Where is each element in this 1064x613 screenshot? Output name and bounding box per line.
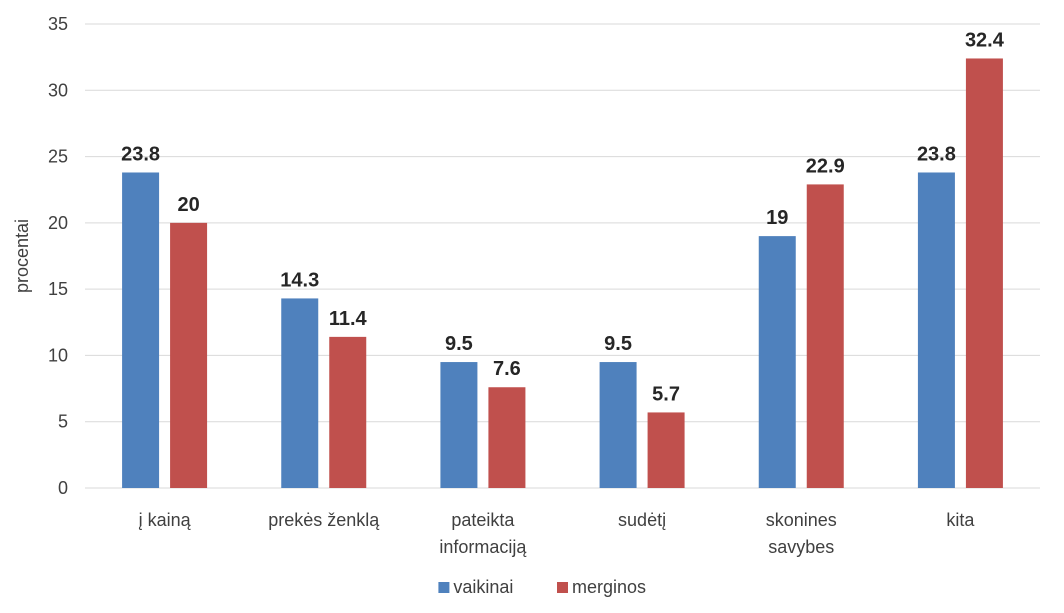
x-category-label: savybes [768, 537, 834, 557]
legend-label-merginos: merginos [572, 577, 646, 597]
data-label: 14.3 [280, 269, 319, 291]
data-label: 9.5 [604, 333, 632, 355]
bar-merginos [329, 336, 367, 488]
data-label: 20 [177, 194, 199, 216]
y-tick-label: 25 [48, 147, 68, 167]
data-label: 32.4 [965, 29, 1005, 51]
data-label: 5.7 [652, 383, 680, 405]
x-axis-categories: į kainą prekės ženklą pateikta informaciją s… [139, 510, 976, 557]
y-tick-label: 5 [58, 412, 68, 432]
bar-merginos [965, 58, 1003, 489]
legend-label-vaikinai: vaikinai [453, 577, 513, 597]
y-tick-label: 15 [48, 279, 68, 299]
data-label: 7.6 [493, 358, 521, 380]
y-axis-ticks: 0 5 10 15 20 25 30 35 [48, 14, 68, 498]
y-axis-title: procentai [12, 219, 32, 293]
bar-vaikinai [122, 172, 160, 489]
x-category-label: kita [946, 510, 975, 530]
y-tick-label: 35 [48, 14, 68, 34]
y-tick-label: 10 [48, 345, 68, 365]
legend-swatch-merginos [557, 582, 568, 593]
bar-merginos [647, 412, 685, 488]
legend: vaikinai merginos [438, 577, 646, 597]
bar-vaikinai [440, 362, 478, 488]
x-category-label: informaciją [439, 537, 527, 557]
y-tick-label: 30 [48, 80, 68, 100]
bar-vaikinai [758, 236, 796, 488]
y-tick-label: 20 [48, 213, 68, 233]
legend-swatch-vaikinai [438, 582, 450, 593]
data-label: 23.8 [121, 143, 160, 165]
data-label: 11.4 [329, 308, 368, 330]
y-tick-label: 0 [58, 478, 68, 498]
x-category-label: į kainą [139, 510, 192, 530]
bar-merginos [170, 222, 208, 488]
bar-vaikinai [281, 298, 319, 488]
bar-merginos [806, 184, 844, 488]
x-category-label: skonines [766, 510, 837, 530]
bar-merginos [488, 387, 526, 488]
data-label: 9.5 [445, 333, 473, 355]
bar-vaikinai [599, 362, 637, 488]
data-label: 22.9 [806, 155, 845, 177]
data-labels: 23.8 20 14.3 11.4 9.5 7.6 9.5 5.7 19 22.9 23.8 32.4 [121, 29, 1005, 405]
x-category-label: prekės ženklą [268, 510, 380, 530]
data-label: 23.8 [917, 143, 956, 165]
data-label: 19 [766, 207, 788, 229]
x-category-label: sudėtį [618, 510, 666, 530]
x-category-label: pateikta [451, 510, 515, 530]
bars [122, 58, 1003, 489]
bar-vaikinai [917, 172, 955, 489]
gridlines [85, 23, 1040, 489]
